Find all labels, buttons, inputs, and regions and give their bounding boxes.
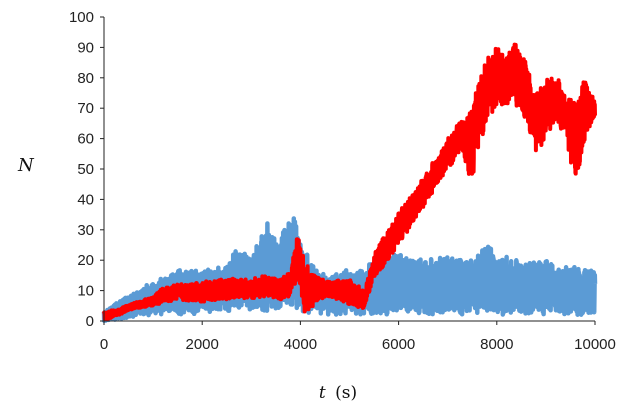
- y-tick-label: 10: [77, 283, 94, 300]
- x-axis-label: t (s): [319, 383, 357, 403]
- axes: 0 10 20 30 40 50 60 70 80 90 100 0 2000 4000 6000 8000 1…: [69, 9, 616, 353]
- x-axis-label-unit: (s): [335, 383, 357, 403]
- y-tick-label: 80: [77, 70, 94, 87]
- y-tick-label: 20: [77, 252, 94, 269]
- y-tick-label: 30: [77, 222, 94, 239]
- x-tick-label: 6000: [382, 336, 415, 353]
- y-tick-label: 70: [77, 100, 94, 117]
- y-tick-label: 50: [77, 161, 94, 178]
- y-tick-label: 0: [86, 313, 94, 330]
- y-axis-label: N: [17, 155, 35, 176]
- x-tick-label: 4000: [284, 336, 317, 353]
- x-axis-label-variable: t: [319, 383, 326, 403]
- y-tick-label: 90: [77, 39, 94, 56]
- plot-area: [101, 42, 598, 324]
- x-tick-label: 8000: [480, 336, 513, 353]
- x-tick-label: 2000: [186, 336, 219, 353]
- y-tick-label: 40: [77, 191, 94, 208]
- y-tick-label: 100: [69, 9, 94, 26]
- x-tick-label: 0: [100, 336, 108, 353]
- x-tick-label: 10000: [574, 336, 616, 353]
- y-tick-label: 60: [77, 131, 94, 148]
- series-line-2: [102, 42, 597, 322]
